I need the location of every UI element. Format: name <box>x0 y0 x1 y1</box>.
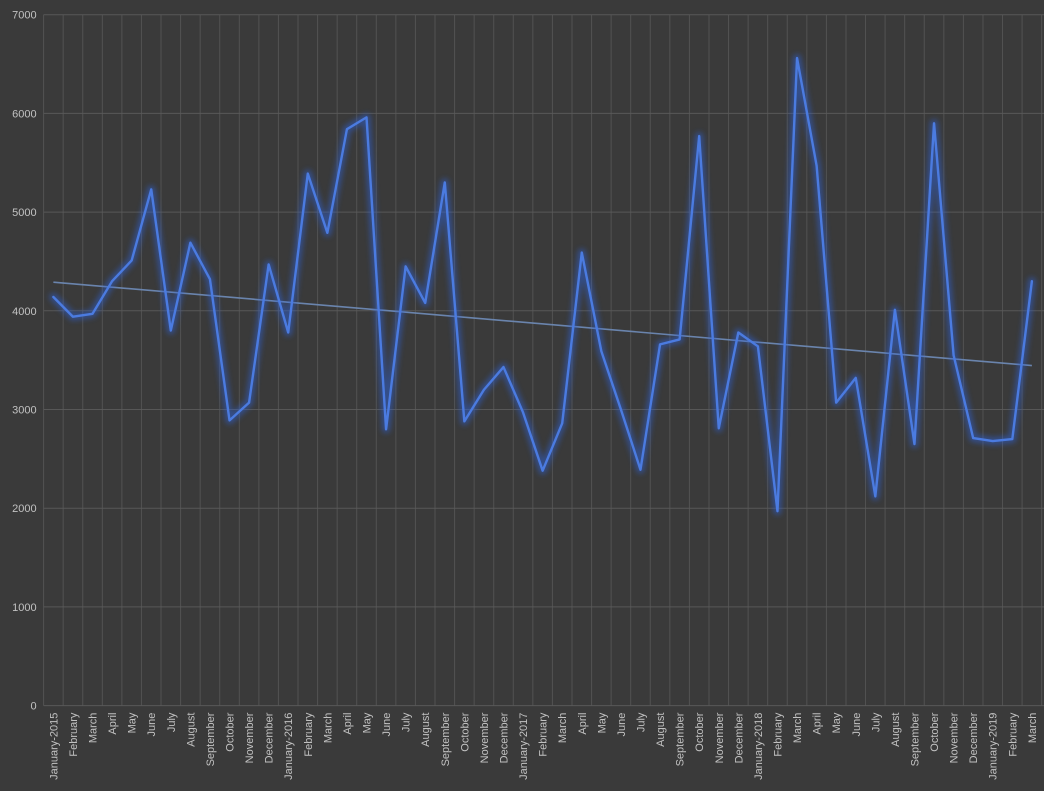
x-axis-label: May <box>127 712 139 733</box>
x-axis-labels: January-2015 February March April May June Jul… <box>48 712 1039 780</box>
x-axis-label: October <box>225 712 237 751</box>
x-axis-label: December <box>498 712 510 763</box>
data-series-line <box>52 56 1034 513</box>
y-axis-label: 6000 <box>12 108 36 120</box>
trendline <box>53 281 1032 367</box>
x-axis-label: February <box>772 712 784 757</box>
x-axis-label: January-2016 <box>283 713 295 780</box>
x-axis-label: January-2017 <box>518 713 530 780</box>
x-axis-label: March <box>1027 713 1039 744</box>
x-axis-label: October <box>929 712 941 751</box>
x-axis-label: July <box>870 712 882 732</box>
x-axis-label: September <box>205 712 217 766</box>
y-axis-label: 4000 <box>12 306 36 318</box>
x-axis-label: August <box>655 713 667 747</box>
y-axis-label: 1000 <box>12 602 36 614</box>
y-axis-label: 0 <box>30 701 36 713</box>
x-axis-label: April <box>577 713 589 735</box>
x-axis-label: January-2019 <box>988 713 1000 780</box>
x-axis-label: January-2018 <box>753 713 765 780</box>
x-axis-label: June <box>616 713 628 737</box>
x-axis-label: October <box>694 712 706 751</box>
x-axis-label: December <box>733 712 745 763</box>
x-axis-label: March <box>557 713 569 744</box>
x-axis-label: November <box>949 712 961 763</box>
x-axis-label: February <box>303 712 315 757</box>
x-axis-label: October <box>459 712 471 751</box>
x-axis-label: April <box>342 713 354 735</box>
y-axis-label: 5000 <box>12 207 36 219</box>
x-axis-label: September <box>675 712 687 766</box>
x-axis-label: June <box>146 713 158 737</box>
x-axis-label: May <box>596 712 608 733</box>
x-axis-label: May <box>831 712 843 733</box>
x-axis-label: August <box>890 713 902 747</box>
y-axis-labels: 0 1000 2000 3000 4000 5000 6000 7000 <box>12 10 36 713</box>
x-axis-label: June <box>851 713 863 737</box>
x-axis-label: November <box>479 712 491 763</box>
y-axis-label: 7000 <box>12 10 36 22</box>
x-axis-label: September <box>440 712 452 766</box>
x-axis-label: February <box>538 712 550 757</box>
y-axis-label: 3000 <box>12 405 36 417</box>
x-axis-label: November <box>714 712 726 763</box>
x-axis-label: February <box>1007 712 1019 757</box>
x-axis-label: June <box>381 713 393 737</box>
x-axis-label: May <box>362 712 374 733</box>
x-axis-label: March <box>88 713 100 744</box>
x-axis-label: April <box>812 713 824 735</box>
x-axis-label: January-2015 <box>48 713 60 780</box>
x-axis-label: July <box>401 712 413 732</box>
x-axis-label: December <box>968 712 980 763</box>
y-axis-label: 2000 <box>12 503 36 515</box>
x-axis-label: February <box>68 712 80 757</box>
x-axis-label: July <box>635 712 647 732</box>
x-axis-label: December <box>264 712 276 763</box>
x-axis-label: August <box>185 713 197 747</box>
x-axis-label: September <box>909 712 921 766</box>
x-axis-label: March <box>792 713 804 744</box>
x-axis-label: April <box>107 713 119 735</box>
x-axis-label: August <box>420 713 432 747</box>
x-axis-label: July <box>166 712 178 732</box>
x-axis-label: November <box>244 712 256 763</box>
x-axis-label: March <box>322 713 334 744</box>
